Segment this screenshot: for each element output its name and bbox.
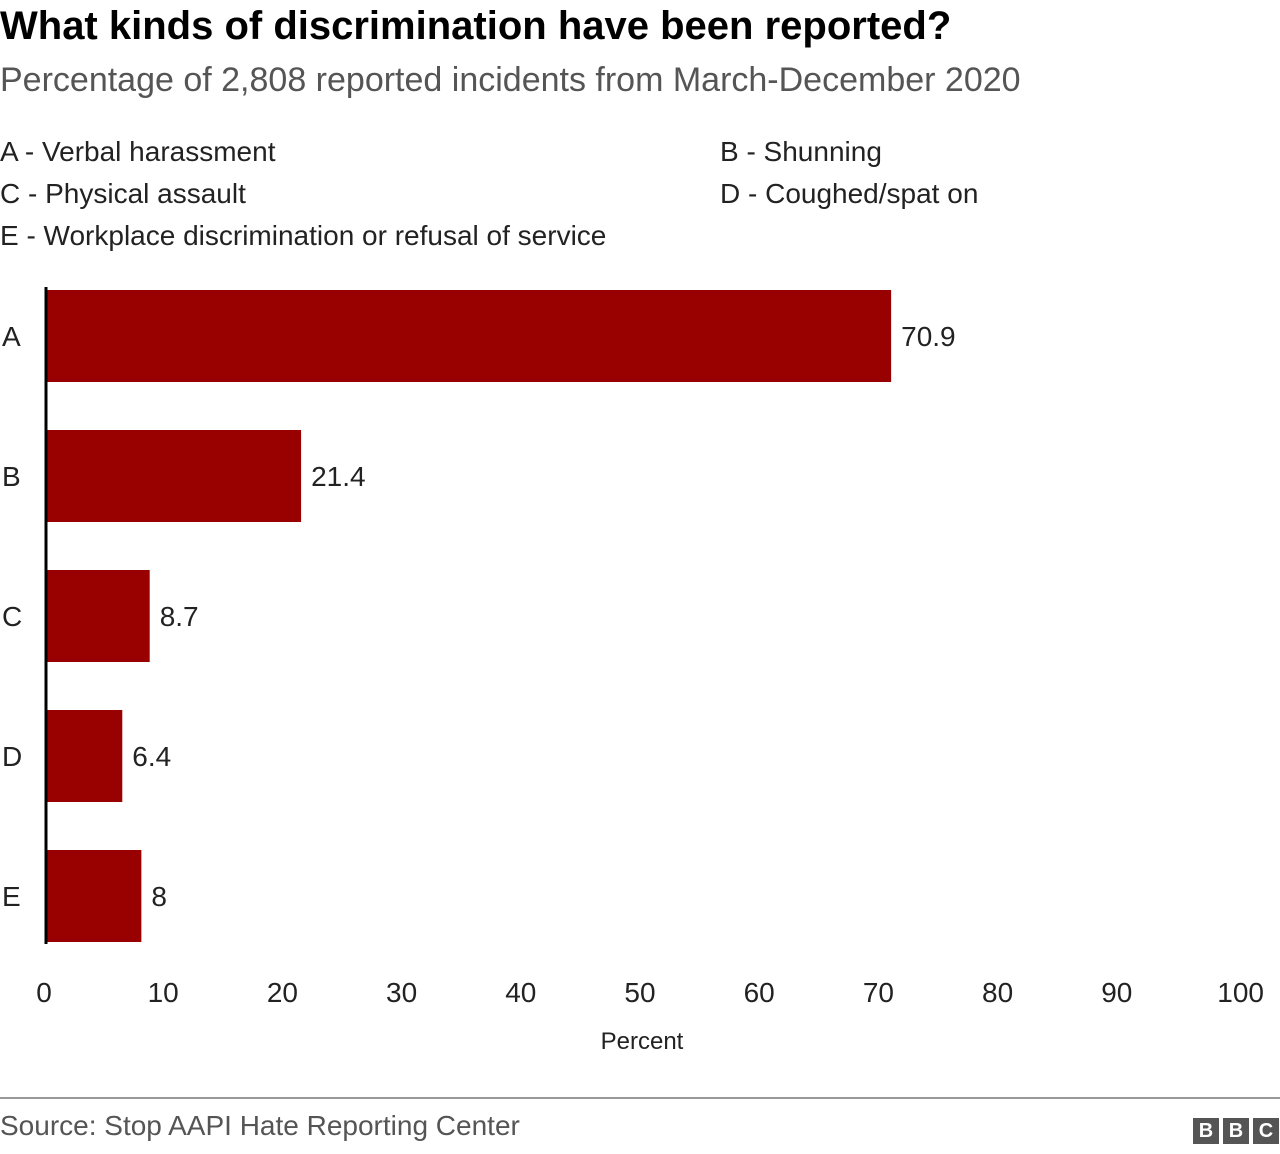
legend-item-a: A - Verbal harassment <box>0 136 276 167</box>
bar-value-label: 21.4 <box>311 461 366 492</box>
bar-a <box>47 290 892 382</box>
bar-value-label: 70.9 <box>901 321 956 352</box>
x-tick-label: 100 <box>1217 977 1264 1008</box>
bbc-logo-letter: C <box>1253 1118 1279 1144</box>
footer-divider <box>0 1097 1280 1099</box>
bbc-logo: B B C <box>1193 1118 1279 1144</box>
bbc-logo-letter: B <box>1223 1118 1249 1144</box>
legend-item-d: D - Coughed/spat on <box>720 178 979 209</box>
bar-d <box>47 710 123 802</box>
x-tick-label: 90 <box>1101 977 1132 1008</box>
x-tick-label: 70 <box>863 977 894 1008</box>
bar-c <box>47 570 150 662</box>
x-tick-label: 10 <box>148 977 179 1008</box>
bar-value-label: 8.7 <box>160 601 199 632</box>
bar-chart: 70.9 A 21.4 B 8.7 C 6.4 D 8 E 0 10 20 30 40 50 60 70 80 90 1… <box>2 287 1264 1055</box>
category-label: D <box>2 741 22 772</box>
x-tick-label: 30 <box>386 977 417 1008</box>
bar-e <box>47 850 142 942</box>
bar-b <box>47 430 302 522</box>
category-label: A <box>2 321 21 352</box>
x-axis-label: Percent <box>601 1028 684 1055</box>
category-label: B <box>2 461 21 492</box>
legend-item-e: E - Workplace discrimination or refusal … <box>0 220 607 251</box>
x-tick-label: 0 <box>36 977 52 1008</box>
x-tick-label: 50 <box>624 977 655 1008</box>
category-label: E <box>2 881 21 912</box>
bar-value-label: 6.4 <box>132 741 171 772</box>
bar-value-label: 8 <box>151 881 167 912</box>
x-tick-label: 40 <box>505 977 536 1008</box>
legend-item-c: C - Physical assault <box>0 178 246 209</box>
legend-item-b: B - Shunning <box>720 136 882 167</box>
x-tick-label: 60 <box>744 977 775 1008</box>
chart-title: What kinds of discrimination have been r… <box>0 4 952 48</box>
x-tick-label: 20 <box>267 977 298 1008</box>
category-label: C <box>2 601 22 632</box>
bbc-logo-letter: B <box>1193 1118 1219 1144</box>
x-tick-label: 80 <box>982 977 1013 1008</box>
chart-subtitle: Percentage of 2,808 reported incidents f… <box>0 61 1021 99</box>
source-note: Source: Stop AAPI Hate Reporting Center <box>0 1110 520 1141</box>
